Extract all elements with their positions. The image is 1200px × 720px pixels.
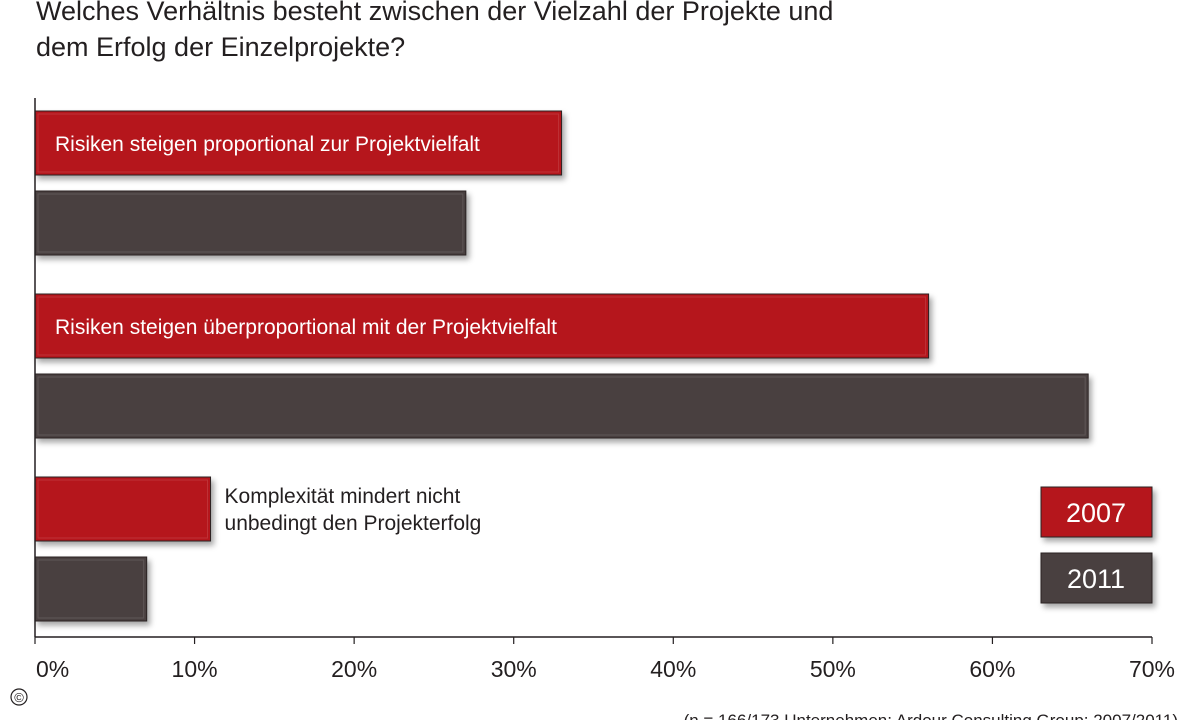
x-tick-label: 60% xyxy=(969,656,1015,682)
legend: 2007 2011 xyxy=(1040,486,1153,604)
bar-highlight xyxy=(37,296,927,356)
bar-highlight xyxy=(37,559,145,619)
chart-title-line-1: Welches Verhältnis besteht zwischen der … xyxy=(36,0,833,26)
bar-2011-category-2 xyxy=(34,373,1089,439)
x-tick-label: 10% xyxy=(172,656,218,682)
bar-2007-category-3 xyxy=(34,476,212,542)
legend-swatch-2011 xyxy=(1040,552,1153,604)
source-note: (n = 166/173 Unternehmen; Ardour Consult… xyxy=(684,711,1178,720)
x-tick-label: 50% xyxy=(810,656,856,682)
bar-highlight xyxy=(37,479,209,539)
x-tick-label: 40% xyxy=(650,656,696,682)
x-axis: 0% 10% 20% 30% 40% 50% 60% 70% xyxy=(34,98,1175,682)
legend-swatch-2007 xyxy=(1040,486,1153,538)
category-label-3-line-1: Komplexität mindert nicht xyxy=(225,485,461,508)
bar-highlight xyxy=(37,376,1086,436)
legend-label-2007: 2007 xyxy=(1066,498,1126,528)
chart-title: Welches Verhältnis besteht zwischen der … xyxy=(36,0,833,62)
x-tick-label: 30% xyxy=(491,656,537,682)
x-tick-label: 70% xyxy=(1129,656,1175,682)
category-label-2: Risiken steigen überproportional mit der… xyxy=(55,316,557,339)
legend-label-2011: 2011 xyxy=(1067,564,1125,594)
x-tick-label: 20% xyxy=(331,656,377,682)
copyright-symbol: © xyxy=(14,690,24,705)
copyright-badge: © xyxy=(10,688,28,706)
bars: Risiken steigen proportional zur Projekt… xyxy=(34,110,1089,622)
bar-2011-category-3 xyxy=(34,556,148,622)
category-label-3-line-2: unbedingt den Projekterfolg xyxy=(225,512,482,535)
bar-2007-category-1 xyxy=(34,110,563,176)
bar-highlight xyxy=(37,193,464,253)
copyright-icon xyxy=(10,688,28,706)
bar-2011-category-1 xyxy=(34,190,467,256)
bar-highlight xyxy=(37,113,560,173)
chart-title-line-2: dem Erfolg der Einzelprojekte? xyxy=(36,32,405,62)
category-label-1: Risiken steigen proportional zur Projekt… xyxy=(55,133,480,156)
x-tick-label: 0% xyxy=(36,656,69,682)
